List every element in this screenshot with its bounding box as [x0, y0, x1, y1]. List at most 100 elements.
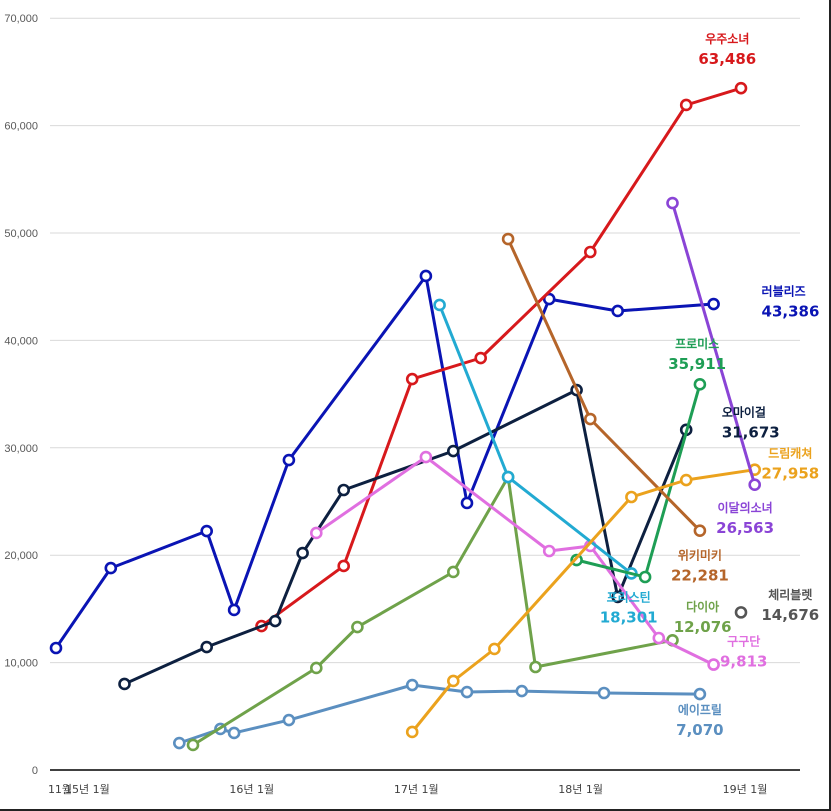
data-point	[652, 631, 666, 645]
series-labels: 러블리즈 43,386 우주소녀 63,486 오마이걸 31,673 에이프릴 7,070 다…	[600, 31, 820, 739]
data-point	[734, 606, 748, 619]
y-tick-label: 0	[32, 765, 38, 777]
series-value-label: 12,076	[674, 618, 732, 636]
series-체리블렛	[734, 606, 748, 619]
data-point	[666, 196, 679, 210]
x-tick-label: 17년 1월	[394, 783, 439, 796]
data-point	[200, 640, 213, 654]
x-tick-label: 19년 1월	[723, 783, 768, 796]
x-tick-label: 11월	[48, 783, 72, 796]
series-러블리즈	[49, 269, 720, 655]
series-구구단	[309, 450, 720, 671]
data-point	[186, 738, 200, 752]
data-point	[446, 565, 460, 579]
data-point	[748, 478, 762, 492]
data-point	[446, 444, 460, 458]
data-point	[460, 685, 474, 699]
data-point	[173, 736, 186, 750]
series-value-label: 43,386	[762, 302, 820, 320]
series-우주소녀	[255, 81, 748, 633]
y-tick-label: 30,000	[4, 443, 38, 455]
y-tick-label: 50,000	[4, 228, 38, 240]
data-point	[337, 559, 351, 573]
y-axis-ticks: 0 10,000 20,000 30,000 40,000 50,000 60,000 70,…	[4, 13, 38, 777]
data-point	[405, 372, 419, 386]
x-tick-label: 16년 1월	[229, 783, 274, 796]
series-lines	[49, 81, 762, 752]
series-name-label: 프리스틴	[607, 589, 651, 604]
series-에이프릴	[173, 678, 707, 750]
data-point	[405, 678, 419, 692]
data-point	[118, 677, 131, 691]
data-point	[693, 687, 707, 701]
data-point	[282, 713, 296, 727]
data-point	[638, 570, 652, 584]
series-value-label: 63,486	[698, 50, 756, 68]
y-tick-label: 20,000	[4, 550, 38, 562]
frame-border-bottom	[0, 809, 831, 811]
series-name-label: 위키미키	[678, 547, 722, 562]
data-point	[583, 245, 597, 259]
data-point	[542, 292, 556, 306]
data-point	[474, 351, 488, 365]
series-line	[315, 455, 715, 666]
data-point	[309, 526, 323, 540]
data-point	[433, 298, 446, 312]
data-point	[419, 450, 433, 464]
series-line	[411, 468, 755, 733]
data-point	[583, 412, 597, 426]
y-tick-label: 40,000	[4, 335, 38, 347]
series-value-label: 35,911	[668, 355, 726, 373]
series-value-label: 7,070	[676, 721, 723, 739]
series-name-label: 이달의소녀	[718, 500, 773, 515]
data-point	[49, 641, 63, 655]
series-name-label: 러블리즈	[762, 283, 806, 298]
data-point	[501, 232, 515, 246]
frame-border-right	[829, 0, 831, 811]
series-name-label: 오마이걸	[722, 405, 766, 420]
data-point	[529, 660, 542, 674]
data-point	[309, 661, 323, 675]
data-point	[679, 473, 693, 487]
data-point	[515, 684, 529, 698]
y-tick-label: 10,000	[4, 658, 38, 670]
series-value-label: 22,281	[671, 566, 729, 584]
data-point	[734, 81, 748, 95]
series-name-label: 프로미스	[675, 336, 719, 351]
data-point	[337, 483, 351, 497]
series-value-label: 9,813	[720, 652, 767, 670]
series-이달의소녀	[666, 196, 762, 492]
series-name-label: 체리블렛	[768, 587, 812, 602]
data-point	[227, 726, 241, 740]
series-line	[438, 304, 633, 575]
series-드림캐쳐	[405, 463, 762, 739]
data-point	[351, 620, 364, 634]
series-name-label: 구구단	[727, 633, 760, 648]
data-point	[296, 546, 309, 560]
data-point	[460, 496, 474, 510]
data-point	[679, 98, 693, 112]
x-tick-label: 15년 1월	[65, 783, 110, 796]
data-point	[611, 304, 625, 318]
series-name-label: 에이프릴	[678, 702, 722, 717]
data-point	[542, 544, 556, 558]
gridlines	[50, 17, 800, 664]
x-tick-label: 18년 1월	[558, 783, 603, 796]
series-name-label: 드림캐쳐	[768, 445, 812, 460]
data-point	[200, 524, 213, 538]
series-value-label: 27,958	[761, 464, 819, 482]
data-point	[597, 686, 611, 700]
series-value-label: 18,301	[600, 608, 658, 626]
data-point	[693, 524, 707, 538]
y-tick-label: 60,000	[4, 121, 38, 133]
data-point	[282, 453, 296, 467]
series-line	[671, 202, 757, 486]
data-point	[707, 658, 720, 671]
data-point	[611, 590, 625, 604]
data-point	[419, 269, 433, 283]
series-line	[54, 274, 714, 649]
series-value-label: 14,676	[761, 606, 819, 624]
data-point	[625, 490, 638, 504]
